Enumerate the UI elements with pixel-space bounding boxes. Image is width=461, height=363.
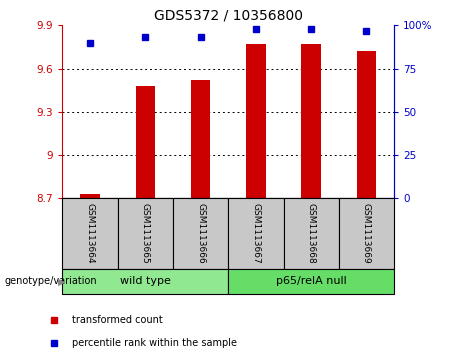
Bar — [301, 44, 321, 198]
Bar — [228, 269, 394, 294]
Bar — [246, 44, 266, 198]
Bar — [284, 198, 339, 269]
Title: GDS5372 / 10356800: GDS5372 / 10356800 — [154, 9, 303, 23]
Bar — [173, 198, 228, 269]
Text: GSM1113668: GSM1113668 — [307, 203, 316, 264]
Text: genotype/variation: genotype/variation — [5, 276, 97, 286]
Text: transformed count: transformed count — [71, 315, 162, 325]
Bar — [191, 80, 210, 198]
Bar — [80, 193, 100, 198]
Bar — [62, 198, 118, 269]
Bar — [136, 86, 155, 198]
Bar — [118, 198, 173, 269]
Bar — [62, 269, 228, 294]
Text: percentile rank within the sample: percentile rank within the sample — [71, 338, 236, 348]
Bar — [228, 198, 284, 269]
Text: GSM1113666: GSM1113666 — [196, 203, 205, 264]
Text: GSM1113664: GSM1113664 — [85, 203, 95, 264]
Text: GSM1113665: GSM1113665 — [141, 203, 150, 264]
Text: GSM1113667: GSM1113667 — [251, 203, 260, 264]
Text: ▶: ▶ — [58, 276, 65, 286]
Bar — [339, 198, 394, 269]
Bar — [357, 51, 376, 198]
Text: wild type: wild type — [120, 276, 171, 286]
Text: GSM1113669: GSM1113669 — [362, 203, 371, 264]
Text: p65/relA null: p65/relA null — [276, 276, 347, 286]
